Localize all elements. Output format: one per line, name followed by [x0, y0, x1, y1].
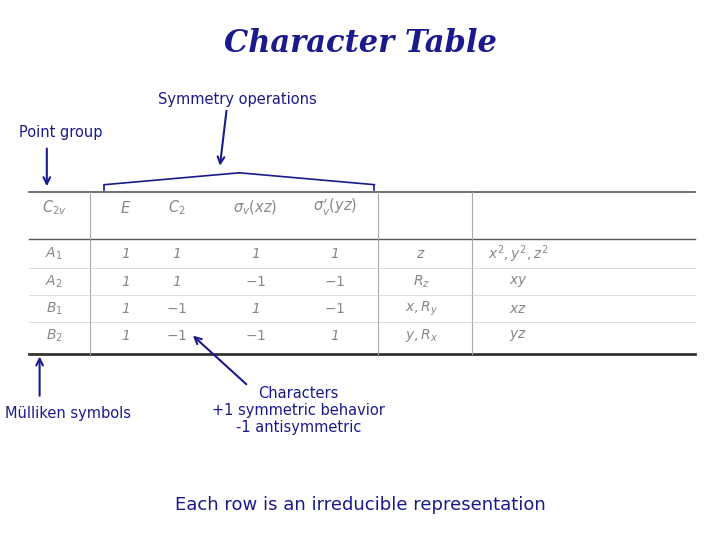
Text: $-1$: $-1$ [245, 275, 266, 289]
Text: Symmetry operations: Symmetry operations [158, 92, 317, 107]
Text: $xz$: $xz$ [509, 302, 528, 316]
Text: $A_2$: $A_2$ [45, 274, 63, 290]
Text: $E$: $E$ [120, 200, 132, 216]
Text: $R_z$: $R_z$ [413, 274, 430, 290]
Text: 1: 1 [122, 329, 130, 343]
Text: 1: 1 [122, 247, 130, 261]
Text: Characters
+1 symmetric behavior
-1 antisymmetric: Characters +1 symmetric behavior -1 anti… [212, 386, 385, 435]
Text: Each row is an irreducible representation: Each row is an irreducible representatio… [175, 496, 545, 514]
Text: 1: 1 [172, 247, 181, 261]
Text: 1: 1 [122, 302, 130, 316]
Text: Mülliken symbols: Mülliken symbols [6, 406, 132, 421]
Text: Point group: Point group [19, 125, 103, 140]
Text: $-1$: $-1$ [166, 329, 187, 343]
Text: $z$: $z$ [416, 247, 426, 261]
Text: $y, R_x$: $y, R_x$ [405, 327, 438, 345]
Text: $xy$: $xy$ [509, 274, 528, 289]
Text: $x, R_y$: $x, R_y$ [405, 300, 438, 318]
Text: 1: 1 [122, 275, 130, 289]
Text: $\sigma_v(xz)$: $\sigma_v(xz)$ [233, 199, 278, 217]
Text: 1: 1 [330, 247, 339, 261]
Text: Character Table: Character Table [224, 28, 496, 59]
Text: $B_1$: $B_1$ [45, 301, 63, 317]
Text: $-1$: $-1$ [324, 302, 346, 316]
Text: $A_1$: $A_1$ [45, 246, 63, 262]
Text: 1: 1 [251, 247, 260, 261]
Text: $C_2$: $C_2$ [168, 199, 185, 217]
Text: $C_{2v}$: $C_{2v}$ [42, 199, 66, 217]
Text: $yz$: $yz$ [509, 328, 528, 343]
Text: 1: 1 [330, 329, 339, 343]
Text: $\sigma_v'(yz)$: $\sigma_v'(yz)$ [312, 197, 357, 219]
Text: 1: 1 [172, 275, 181, 289]
Text: $B_2$: $B_2$ [45, 328, 63, 344]
Text: 1: 1 [251, 302, 260, 316]
Text: $x^2, y^2, z^2$: $x^2, y^2, z^2$ [488, 243, 549, 265]
Text: $-1$: $-1$ [245, 329, 266, 343]
Text: $-1$: $-1$ [324, 275, 346, 289]
Text: $-1$: $-1$ [166, 302, 187, 316]
